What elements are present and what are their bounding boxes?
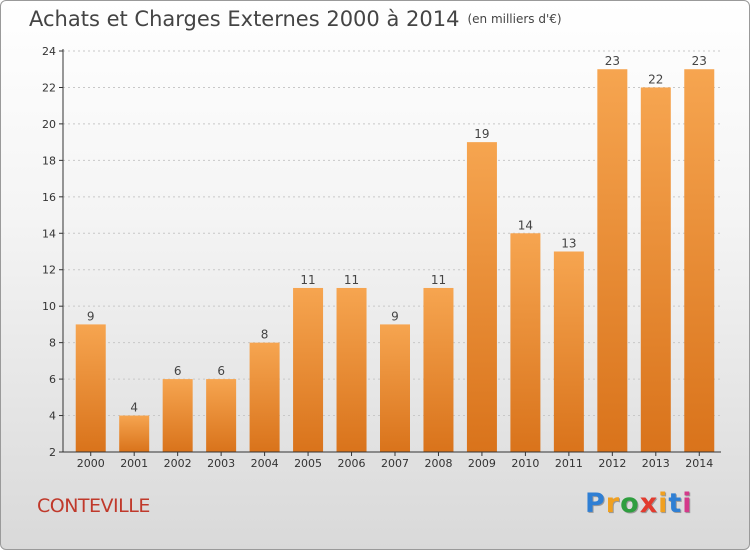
data-label: 13	[561, 237, 576, 251]
x-tick-label: 2013	[642, 457, 670, 470]
y-tick-label: 4	[49, 410, 56, 423]
y-tick-label: 22	[42, 81, 56, 94]
bar	[249, 342, 280, 452]
y-tick-label: 24	[42, 45, 56, 58]
bar	[553, 251, 584, 452]
bar	[640, 87, 671, 453]
bar	[119, 415, 150, 452]
y-tick-label: 6	[49, 373, 56, 386]
bar	[293, 287, 324, 452]
proxiti-logo: Proxiti	[585, 488, 693, 519]
logo-letter: r	[605, 488, 621, 519]
bar	[684, 69, 715, 453]
y-tick-label: 16	[42, 191, 56, 204]
data-label: 22	[648, 72, 663, 86]
y-tick-label: 12	[42, 264, 56, 277]
bar	[75, 324, 106, 452]
x-tick-label: 2010	[511, 457, 539, 470]
bar	[206, 379, 237, 452]
y-tick-label: 18	[42, 154, 56, 167]
x-tick-label: 2014	[685, 457, 713, 470]
x-tick-label: 2009	[468, 457, 496, 470]
data-label: 6	[217, 364, 225, 378]
bar	[423, 287, 454, 452]
city-name: CONTEVILLE	[37, 495, 150, 517]
data-label: 11	[431, 273, 446, 287]
y-tick-label: 14	[42, 227, 56, 240]
data-label: 9	[391, 309, 399, 323]
bar	[510, 233, 541, 452]
bar	[597, 69, 628, 453]
logo-letter: t	[668, 488, 683, 519]
y-tick-label: 2	[49, 446, 56, 459]
x-tick-label: 2011	[555, 457, 583, 470]
data-label: 4	[130, 401, 138, 415]
y-tick-label: 8	[49, 337, 56, 350]
x-tick-label: 2000	[77, 457, 105, 470]
bar	[336, 287, 367, 452]
data-label: 19	[474, 127, 489, 141]
data-label: 9	[87, 309, 95, 323]
x-tick-label: 2008	[424, 457, 452, 470]
data-label: 8	[261, 328, 269, 342]
bar	[380, 324, 410, 452]
logo-letter: P	[585, 488, 606, 519]
bar	[162, 379, 193, 452]
x-tick-label: 2006	[338, 457, 366, 470]
x-tick-label: 2003	[207, 457, 235, 470]
x-tick-label: 2001	[120, 457, 148, 470]
chart-unit: (en milliers d'€)	[467, 12, 562, 26]
data-label: 14	[518, 218, 533, 232]
x-tick-label: 2005	[294, 457, 322, 470]
chart-title-text: Achats et Charges Externes 2000 à 2014	[29, 7, 460, 31]
data-label: 23	[692, 54, 707, 68]
logo-letter: x	[639, 488, 659, 519]
x-tick-label: 2002	[164, 457, 192, 470]
logo-letter: o	[620, 488, 640, 519]
bar	[466, 142, 497, 453]
data-label: 6	[174, 364, 182, 378]
data-label: 23	[605, 54, 620, 68]
y-tick-label: 10	[42, 300, 56, 313]
logo-letter: i	[658, 488, 669, 519]
data-label: 11	[344, 273, 359, 287]
data-label: 11	[300, 273, 315, 287]
y-tick-label: 20	[42, 118, 56, 131]
logo-letter: i	[682, 488, 693, 519]
chart-title: Achats et Charges Externes 2000 à 2014 (e…	[29, 7, 562, 31]
x-tick-label: 2007	[381, 457, 409, 470]
x-tick-label: 2012	[598, 457, 626, 470]
x-tick-label: 2004	[251, 457, 279, 470]
